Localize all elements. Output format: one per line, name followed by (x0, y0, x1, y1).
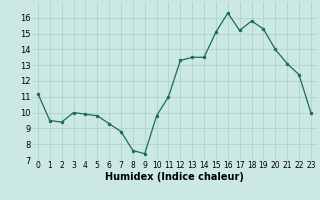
X-axis label: Humidex (Indice chaleur): Humidex (Indice chaleur) (105, 172, 244, 182)
